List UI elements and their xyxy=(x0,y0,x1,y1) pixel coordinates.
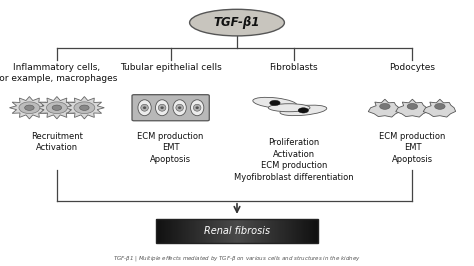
Circle shape xyxy=(25,105,34,110)
Text: ECM production
EMT
Apoptosis: ECM production EMT Apoptosis xyxy=(379,132,446,164)
Text: Podocytes: Podocytes xyxy=(389,63,436,72)
Ellipse shape xyxy=(268,104,310,112)
Ellipse shape xyxy=(158,104,166,111)
Ellipse shape xyxy=(173,100,186,116)
Polygon shape xyxy=(423,99,456,117)
Text: Recruitment
Activation: Recruitment Activation xyxy=(31,132,83,152)
Ellipse shape xyxy=(141,104,148,111)
Circle shape xyxy=(380,103,390,109)
Polygon shape xyxy=(64,97,104,119)
Ellipse shape xyxy=(138,100,151,116)
Polygon shape xyxy=(396,99,428,117)
Polygon shape xyxy=(368,99,401,117)
Ellipse shape xyxy=(191,100,204,116)
Circle shape xyxy=(407,103,418,109)
Ellipse shape xyxy=(143,106,146,109)
Text: TGF-β1: TGF-β1 xyxy=(214,16,260,29)
Ellipse shape xyxy=(195,106,199,109)
Ellipse shape xyxy=(155,100,169,116)
Text: TGF-$\beta$1 | Multiple effects mediated by TGF-$\beta$ on various cells and str: TGF-$\beta$1 | Multiple effects mediated… xyxy=(113,254,361,263)
Polygon shape xyxy=(9,97,49,119)
Ellipse shape xyxy=(176,104,183,111)
Ellipse shape xyxy=(253,97,297,109)
Circle shape xyxy=(435,103,445,109)
FancyBboxPatch shape xyxy=(132,95,210,121)
Circle shape xyxy=(52,105,62,110)
Circle shape xyxy=(19,102,40,114)
Ellipse shape xyxy=(298,108,309,113)
Polygon shape xyxy=(37,97,77,119)
Circle shape xyxy=(46,102,67,114)
Ellipse shape xyxy=(280,105,327,116)
Text: Tubular epithelial cells: Tubular epithelial cells xyxy=(120,63,221,72)
Ellipse shape xyxy=(190,9,284,36)
Text: ECM production
EMT
Apoptosis: ECM production EMT Apoptosis xyxy=(137,132,204,164)
Circle shape xyxy=(74,102,95,114)
Text: Renal fibrosis: Renal fibrosis xyxy=(204,226,270,236)
Text: Inflammatory cells,
for example, macrophages: Inflammatory cells, for example, macroph… xyxy=(0,63,118,83)
Ellipse shape xyxy=(270,100,280,106)
Ellipse shape xyxy=(160,106,164,109)
Circle shape xyxy=(80,105,89,110)
Text: Proliferation
Activation
ECM production
Myofibroblast differentiation: Proliferation Activation ECM production … xyxy=(234,138,354,182)
Text: Fibroblasts: Fibroblasts xyxy=(270,63,318,72)
Ellipse shape xyxy=(178,106,181,109)
Ellipse shape xyxy=(193,104,201,111)
